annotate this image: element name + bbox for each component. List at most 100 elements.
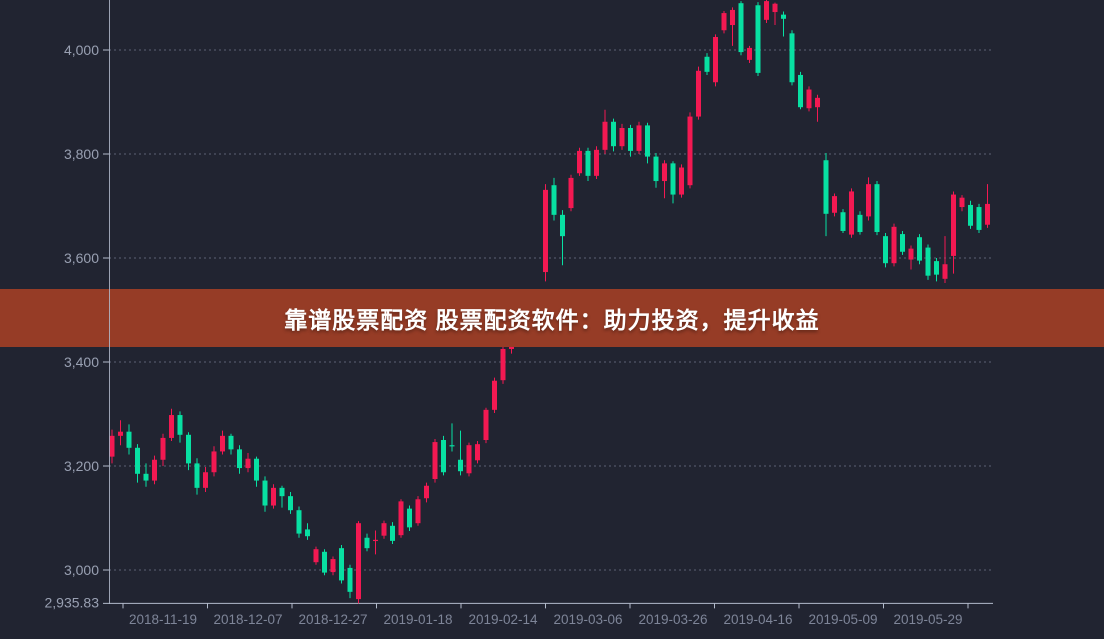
- candle-body: [866, 184, 871, 217]
- candle-body: [764, 1, 769, 20]
- candle-body: [271, 487, 276, 506]
- candle-body: [407, 508, 412, 528]
- candle-body: [713, 37, 718, 83]
- candle-body: [687, 116, 693, 186]
- x-axis-label: 2018-11-19: [129, 612, 197, 627]
- candle-body: [381, 523, 387, 536]
- candle-body: [670, 163, 676, 195]
- candle-body: [917, 237, 922, 261]
- candle-body: [560, 214, 565, 237]
- candle-body: [985, 203, 990, 225]
- candle-body: [296, 510, 302, 534]
- candle-body: [976, 207, 982, 230]
- candle-body: [492, 380, 497, 410]
- candle-body: [475, 444, 480, 461]
- candle-body: [373, 539, 378, 542]
- candle-body: [432, 442, 438, 479]
- x-axis-label: 2019-03-26: [638, 612, 707, 627]
- candle-body: [585, 150, 591, 176]
- candle-body: [339, 548, 344, 581]
- candle-body: [636, 125, 642, 151]
- candle-body: [772, 3, 778, 13]
- candle-body: [330, 559, 336, 573]
- candle-body: [738, 3, 744, 53]
- candle-body: [356, 523, 361, 600]
- candle-body: [203, 472, 208, 488]
- candle-body: [806, 89, 812, 109]
- candle-body: [602, 121, 608, 150]
- candle-body: [934, 261, 939, 275]
- candle-body: [305, 529, 310, 537]
- x-axis-label: 2018-12-07: [213, 612, 282, 627]
- candle-body: [611, 121, 616, 147]
- candle-body: [696, 70, 701, 117]
- candle-body: [619, 128, 625, 147]
- candle-body: [390, 525, 395, 541]
- candle-body: [177, 415, 183, 435]
- candle-body: [262, 480, 268, 506]
- candle-body: [628, 128, 633, 151]
- candle-body: [942, 264, 948, 279]
- candle-body: [543, 189, 548, 273]
- candle-body: [900, 234, 905, 252]
- candle-body: [832, 196, 837, 213]
- candle-body: [857, 214, 863, 232]
- candle-body: [653, 156, 659, 182]
- candle-body: [874, 184, 880, 232]
- x-axis-label: 2019-01-18: [383, 612, 452, 627]
- candle-body: [398, 501, 404, 536]
- candle-body: [347, 567, 353, 592]
- candle-body: [951, 194, 956, 256]
- candle-body: [220, 435, 225, 452]
- candle-body: [747, 47, 752, 60]
- candle-body: [959, 197, 965, 208]
- candle-body: [143, 473, 149, 481]
- y-axis-label: 4,000: [64, 42, 99, 58]
- y-axis-label: 3,600: [64, 250, 99, 266]
- candle-body: [152, 459, 157, 481]
- candle-body: [551, 185, 557, 215]
- candle-body: [441, 440, 446, 473]
- candle-body: [118, 431, 123, 436]
- candle-body: [891, 226, 897, 264]
- candle-body: [449, 445, 455, 447]
- x-axis-label: 2019-03-06: [553, 612, 622, 627]
- candle-body: [755, 5, 761, 73]
- promo-banner: 靠谱股票配资 股票配资软件：助力投资，提升收益: [0, 289, 1104, 347]
- candle-body: [789, 33, 795, 83]
- candle-body: [968, 204, 973, 226]
- candle-body: [594, 149, 599, 176]
- y-axis-label: 3,200: [64, 458, 99, 474]
- candle-body: [415, 499, 421, 524]
- candle-body: [169, 415, 174, 438]
- candle-body: [364, 537, 370, 549]
- y-axis-min-label: 2,935.83: [45, 594, 100, 610]
- candle-body: [568, 177, 574, 209]
- candle-body: [925, 247, 931, 276]
- candle-body: [279, 487, 285, 497]
- x-axis-label: 2019-02-14: [468, 612, 538, 627]
- candle-body: [849, 191, 854, 235]
- candle-body: [109, 435, 115, 457]
- candle-body: [254, 458, 259, 481]
- candle-body: [126, 431, 132, 448]
- x-axis-label: 2019-05-09: [808, 612, 877, 627]
- candle-body: [424, 485, 429, 499]
- candle-body: [237, 449, 242, 469]
- candle-body: [823, 160, 829, 214]
- candle-body: [645, 125, 650, 157]
- candle-body: [662, 163, 667, 182]
- candle-body: [577, 150, 582, 174]
- candle-body: [194, 463, 200, 488]
- x-axis-label: 2019-05-29: [893, 612, 962, 627]
- candle-body: [798, 74, 803, 108]
- candle-body: [483, 409, 489, 440]
- candle-body: [322, 551, 327, 573]
- candle-body: [840, 212, 846, 231]
- candle-body: [781, 14, 786, 19]
- x-axis-label: 2018-12-27: [298, 612, 367, 627]
- candle-body: [313, 549, 319, 563]
- y-axis-label: 3,800: [64, 146, 99, 162]
- x-axis-label: 2019-04-16: [723, 612, 792, 627]
